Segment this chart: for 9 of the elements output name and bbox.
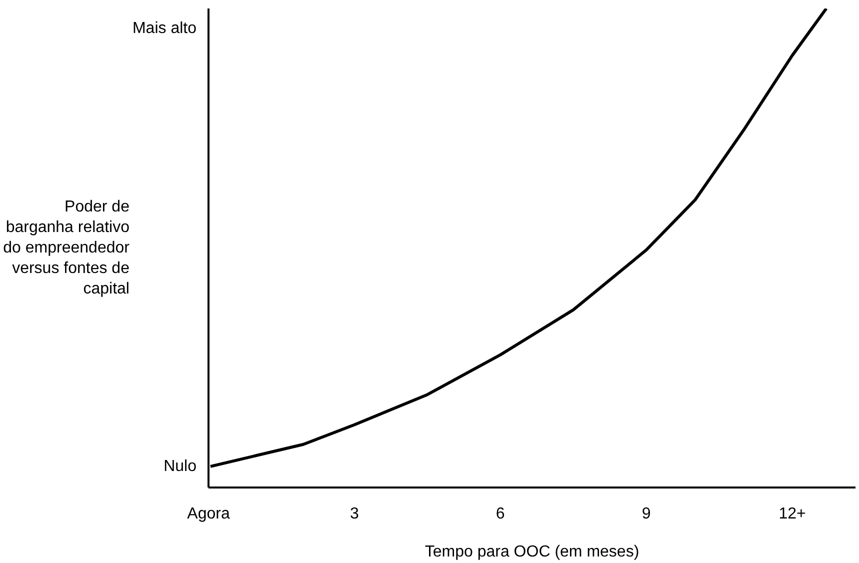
x-tick-label: 6: [496, 506, 505, 522]
text: Nulo: [164, 458, 197, 475]
text: Mais alto: [132, 20, 197, 38]
x-tick-label: 9: [642, 506, 651, 522]
x-tick-label: 3: [350, 506, 359, 522]
x-axis-title: Tempo para OOC (em meses): [424, 544, 640, 560]
x-tick-label: 12+: [778, 506, 806, 522]
y-axis-title: Poder de barganha relativo do empreendedor versus fontes de capital: [3, 198, 130, 298]
x-tick-label: Agora: [187, 506, 230, 522]
